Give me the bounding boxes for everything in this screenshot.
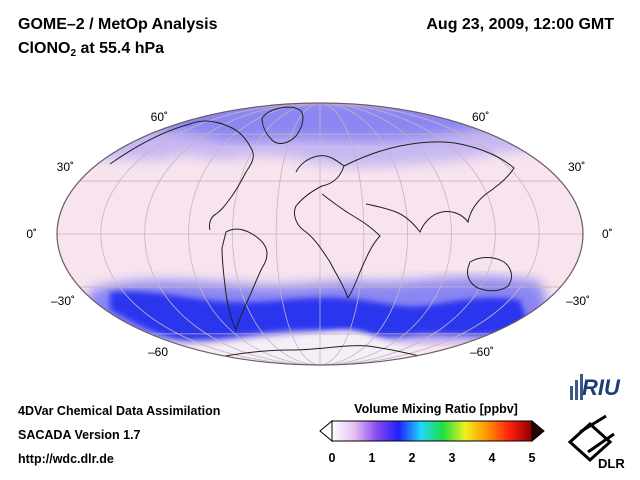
australia-coast: [467, 257, 512, 292]
version-label: SACADA Version 1.7: [18, 428, 141, 442]
colorbar-max-arrow: [531, 419, 545, 443]
colorbar-title: Volume Mixing Ratio [ppbv]: [354, 402, 518, 416]
colorbar-tick-3: 3: [448, 451, 456, 465]
lat-label-right-30n: 30˚: [568, 160, 585, 174]
dlr-logo: DLR: [567, 414, 625, 470]
meridian-30: [319, 103, 365, 365]
map-title: GOME–2 / MetOp Analysis: [18, 16, 218, 33]
species-subscript: 2: [70, 48, 77, 59]
meridian--150: [100, 103, 321, 365]
meridian-120: [319, 103, 496, 365]
assimilation-label: 4DVar Chemical Data Assimilation: [18, 404, 221, 418]
dlr-emblem: [567, 414, 615, 463]
colorbar-tick-2: 2: [408, 451, 416, 465]
graticule: [57, 103, 583, 365]
lat-label-right-eq: 0˚: [602, 227, 613, 241]
species-level-label: ClONO2 at 55.4 hPa: [18, 40, 164, 59]
north-america-coast: [109, 120, 254, 231]
species-name: ClONO: [18, 40, 71, 57]
lat-label-right-30s: –30˚: [566, 294, 590, 308]
antarctica-coast: [195, 345, 445, 363]
globe-outline: [56, 102, 584, 366]
lat-label-left-60s: –60: [148, 345, 168, 359]
coastlines: [109, 106, 515, 363]
meridian--120: [144, 103, 321, 365]
lat-label-left-eq: 0˚: [26, 227, 37, 241]
colorbar-tick-1: 1: [368, 451, 376, 465]
south-america-coast: [221, 228, 268, 332]
lat-label-left-30s: –30˚: [51, 294, 75, 308]
latitude-labels: 60˚ 30˚ 0˚ –30˚ –60 60˚ 30˚ 0˚ –30˚ –60˚: [26, 110, 612, 359]
analysis-datetime: Aug 23, 2009, 12:00 GMT: [426, 16, 614, 33]
lat-label-left-60n: 60˚: [151, 110, 168, 124]
meridian--30: [275, 103, 321, 365]
lat-label-left-30n: 30˚: [57, 160, 74, 174]
colorbar-gradient: [331, 420, 533, 442]
riu-logo-text: RIU: [582, 375, 621, 400]
riu-logo: RIU: [570, 374, 621, 400]
meridian--90: [188, 103, 321, 365]
lat-label-right-60s: –60˚: [470, 345, 494, 359]
meridian-90: [319, 103, 452, 365]
mollweide-map: 60˚ 30˚ 0˚ –30˚ –60 60˚ 30˚ 0˚ –30˚ –60˚: [26, 102, 613, 366]
meridian-60: [319, 103, 409, 365]
colorbar-min-arrow: [319, 419, 333, 443]
colorbar-tick-0: 0: [328, 451, 336, 465]
pressure-level: at 55.4 hPa: [76, 40, 165, 57]
dlr-logo-text: DLR: [598, 456, 625, 470]
greenland-coast: [261, 106, 304, 144]
europe-africa-coast: [293, 155, 381, 300]
meridian-150: [319, 103, 540, 365]
website-link[interactable]: http://wdc.dlr.de: [18, 452, 114, 466]
colorbar: [319, 419, 545, 443]
asia-coast: [343, 141, 515, 234]
colorbar-tick-5: 5: [528, 451, 536, 465]
colorbar-tick-4: 4: [488, 451, 496, 465]
lat-label-right-60n: 60˚: [472, 110, 489, 124]
